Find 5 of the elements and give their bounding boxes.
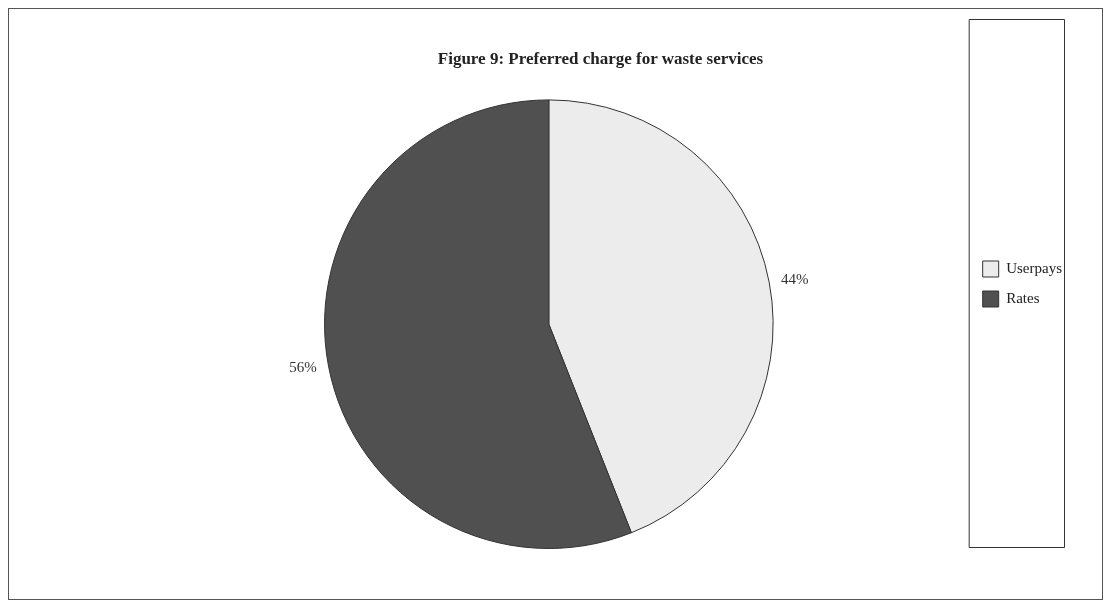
chart-title: Figure 9: Preferred charge for waste services	[437, 48, 764, 68]
legend-label: Rates	[1006, 289, 1040, 306]
legend-label: Userpays	[1006, 259, 1063, 276]
data-label: 56%	[289, 359, 317, 376]
data-label: 44%	[780, 270, 809, 287]
